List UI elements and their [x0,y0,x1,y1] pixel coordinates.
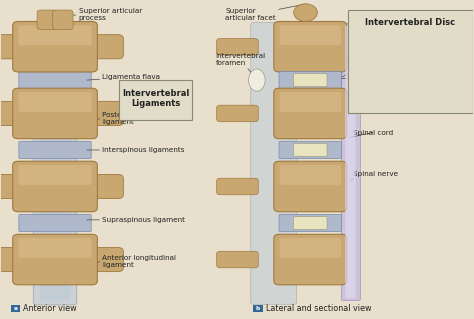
FancyBboxPatch shape [37,10,57,29]
FancyBboxPatch shape [84,101,123,125]
Text: Intervertebral
Ligaments: Intervertebral Ligaments [122,89,190,108]
Ellipse shape [248,69,265,91]
FancyBboxPatch shape [19,141,91,159]
FancyBboxPatch shape [345,26,356,298]
Text: Superior
articular facet: Superior articular facet [225,4,306,21]
FancyBboxPatch shape [0,248,26,271]
FancyBboxPatch shape [341,23,360,300]
Text: Anulus fibrosus: Anulus fibrosus [336,53,408,80]
Text: Intervertebral Disc: Intervertebral Disc [365,18,456,27]
FancyBboxPatch shape [13,88,97,139]
FancyBboxPatch shape [19,214,91,232]
Text: Nucleus pulposus: Nucleus pulposus [313,73,417,80]
FancyBboxPatch shape [253,305,263,312]
FancyBboxPatch shape [18,238,91,258]
FancyBboxPatch shape [84,174,123,198]
FancyBboxPatch shape [18,165,91,185]
Ellipse shape [294,4,318,21]
FancyBboxPatch shape [280,25,341,45]
FancyBboxPatch shape [18,92,91,112]
FancyBboxPatch shape [279,141,341,159]
FancyBboxPatch shape [217,105,258,122]
FancyBboxPatch shape [84,35,123,59]
FancyBboxPatch shape [0,101,26,125]
Text: Intervertebral
foramen: Intervertebral foramen [216,53,266,80]
FancyBboxPatch shape [119,80,192,120]
Text: Vertebral end plate: Vertebral end plate [341,33,423,65]
FancyBboxPatch shape [280,92,341,112]
Text: Superior articular
process: Superior articular process [53,9,142,21]
FancyBboxPatch shape [13,161,97,212]
FancyBboxPatch shape [280,165,341,185]
FancyBboxPatch shape [18,25,91,45]
FancyBboxPatch shape [0,174,26,198]
FancyBboxPatch shape [217,178,258,195]
FancyBboxPatch shape [280,238,341,258]
FancyBboxPatch shape [53,10,73,29]
FancyBboxPatch shape [279,214,341,232]
FancyBboxPatch shape [13,234,97,285]
FancyBboxPatch shape [84,248,123,271]
FancyBboxPatch shape [33,22,77,305]
FancyBboxPatch shape [13,21,97,72]
FancyBboxPatch shape [217,251,258,268]
Text: a: a [13,306,18,311]
FancyBboxPatch shape [293,74,327,86]
FancyBboxPatch shape [40,26,70,300]
FancyBboxPatch shape [10,305,20,312]
FancyBboxPatch shape [293,144,327,156]
Text: Ligamenta flava: Ligamenta flava [87,74,160,80]
FancyBboxPatch shape [274,234,346,285]
Text: Anterior longitudinal
ligament: Anterior longitudinal ligament [60,255,176,268]
Text: Posterior longitudinal
ligament: Posterior longitudinal ligament [60,112,179,125]
Text: Lateral and sectional view: Lateral and sectional view [266,304,371,313]
Text: Spinal cord: Spinal cord [351,130,393,137]
FancyBboxPatch shape [274,161,346,212]
Text: Anterior view: Anterior view [23,304,77,313]
FancyBboxPatch shape [279,71,341,89]
FancyBboxPatch shape [251,23,297,304]
Text: b: b [255,306,260,311]
FancyBboxPatch shape [0,35,26,59]
FancyBboxPatch shape [274,21,346,72]
FancyBboxPatch shape [293,217,327,229]
Text: Interspinous ligaments: Interspinous ligaments [87,147,185,153]
Text: Spinal nerve: Spinal nerve [351,171,398,180]
FancyBboxPatch shape [19,71,91,89]
FancyBboxPatch shape [274,88,346,139]
Text: Supraspinous ligament: Supraspinous ligament [87,217,185,223]
FancyBboxPatch shape [217,39,258,55]
FancyBboxPatch shape [348,10,474,114]
